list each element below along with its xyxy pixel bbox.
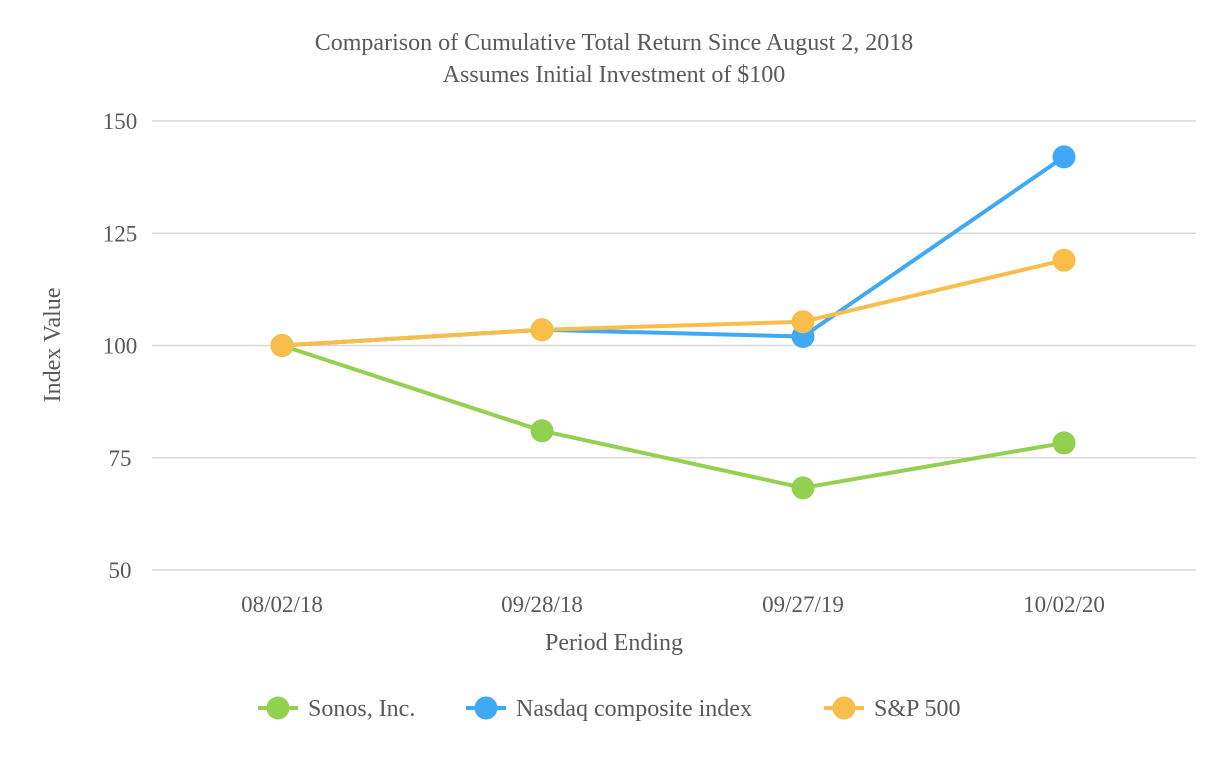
series-line (281, 343, 1065, 490)
y-tick-label: 50 (109, 558, 132, 583)
series-line (281, 258, 1065, 348)
legend-item: Nasdaq composite index (466, 696, 752, 722)
chart-title: Comparison of Cumulative Total Return Si… (315, 30, 914, 56)
legend-label: Nasdaq composite index (516, 696, 752, 722)
legend-swatch-marker (266, 696, 290, 720)
data-point (791, 476, 815, 500)
legend-swatch-marker (474, 696, 498, 720)
legend-label: Sonos, Inc. (308, 696, 415, 722)
x-tick-label: 08/02/18 (241, 592, 323, 617)
data-point (270, 334, 294, 357)
x-tick-label: 09/27/19 (762, 592, 844, 617)
x-axis-ticks: 08/02/18 09/28/18 09/27/19 10/02/20 (241, 592, 1105, 617)
y-tick-label: 125 (103, 221, 138, 246)
data-point (1052, 248, 1076, 272)
legend-item: Sonos, Inc. (258, 696, 415, 722)
series-lines (270, 145, 1076, 500)
data-point (530, 318, 554, 342)
legend: Sonos, Inc. Nasdaq composite index S&P 500 (258, 696, 960, 722)
data-point (1052, 431, 1076, 455)
data-point (1052, 145, 1076, 169)
series-2 (270, 248, 1076, 357)
legend-label: S&P 500 (874, 696, 960, 722)
y-tick-label: 100 (103, 334, 138, 359)
data-point (791, 310, 815, 334)
y-axis-ticks: 50 75 100 125 150 (103, 109, 138, 583)
x-tick-label: 09/28/18 (501, 592, 583, 617)
chart-subtitle: Assumes Initial Investment of $100 (443, 62, 786, 88)
series-0 (270, 334, 1076, 500)
series-line (281, 155, 1066, 348)
data-point (530, 419, 554, 443)
y-axis-label: Index Value (40, 288, 66, 403)
legend-swatch-marker (832, 696, 856, 720)
y-tick-label: 75 (109, 446, 132, 471)
y-tick-label: 150 (103, 109, 138, 134)
legend-item: S&P 500 (824, 696, 960, 722)
gridlines (152, 120, 1196, 571)
x-axis-label: Period Ending (545, 630, 683, 656)
x-tick-label: 10/02/20 (1023, 592, 1105, 617)
